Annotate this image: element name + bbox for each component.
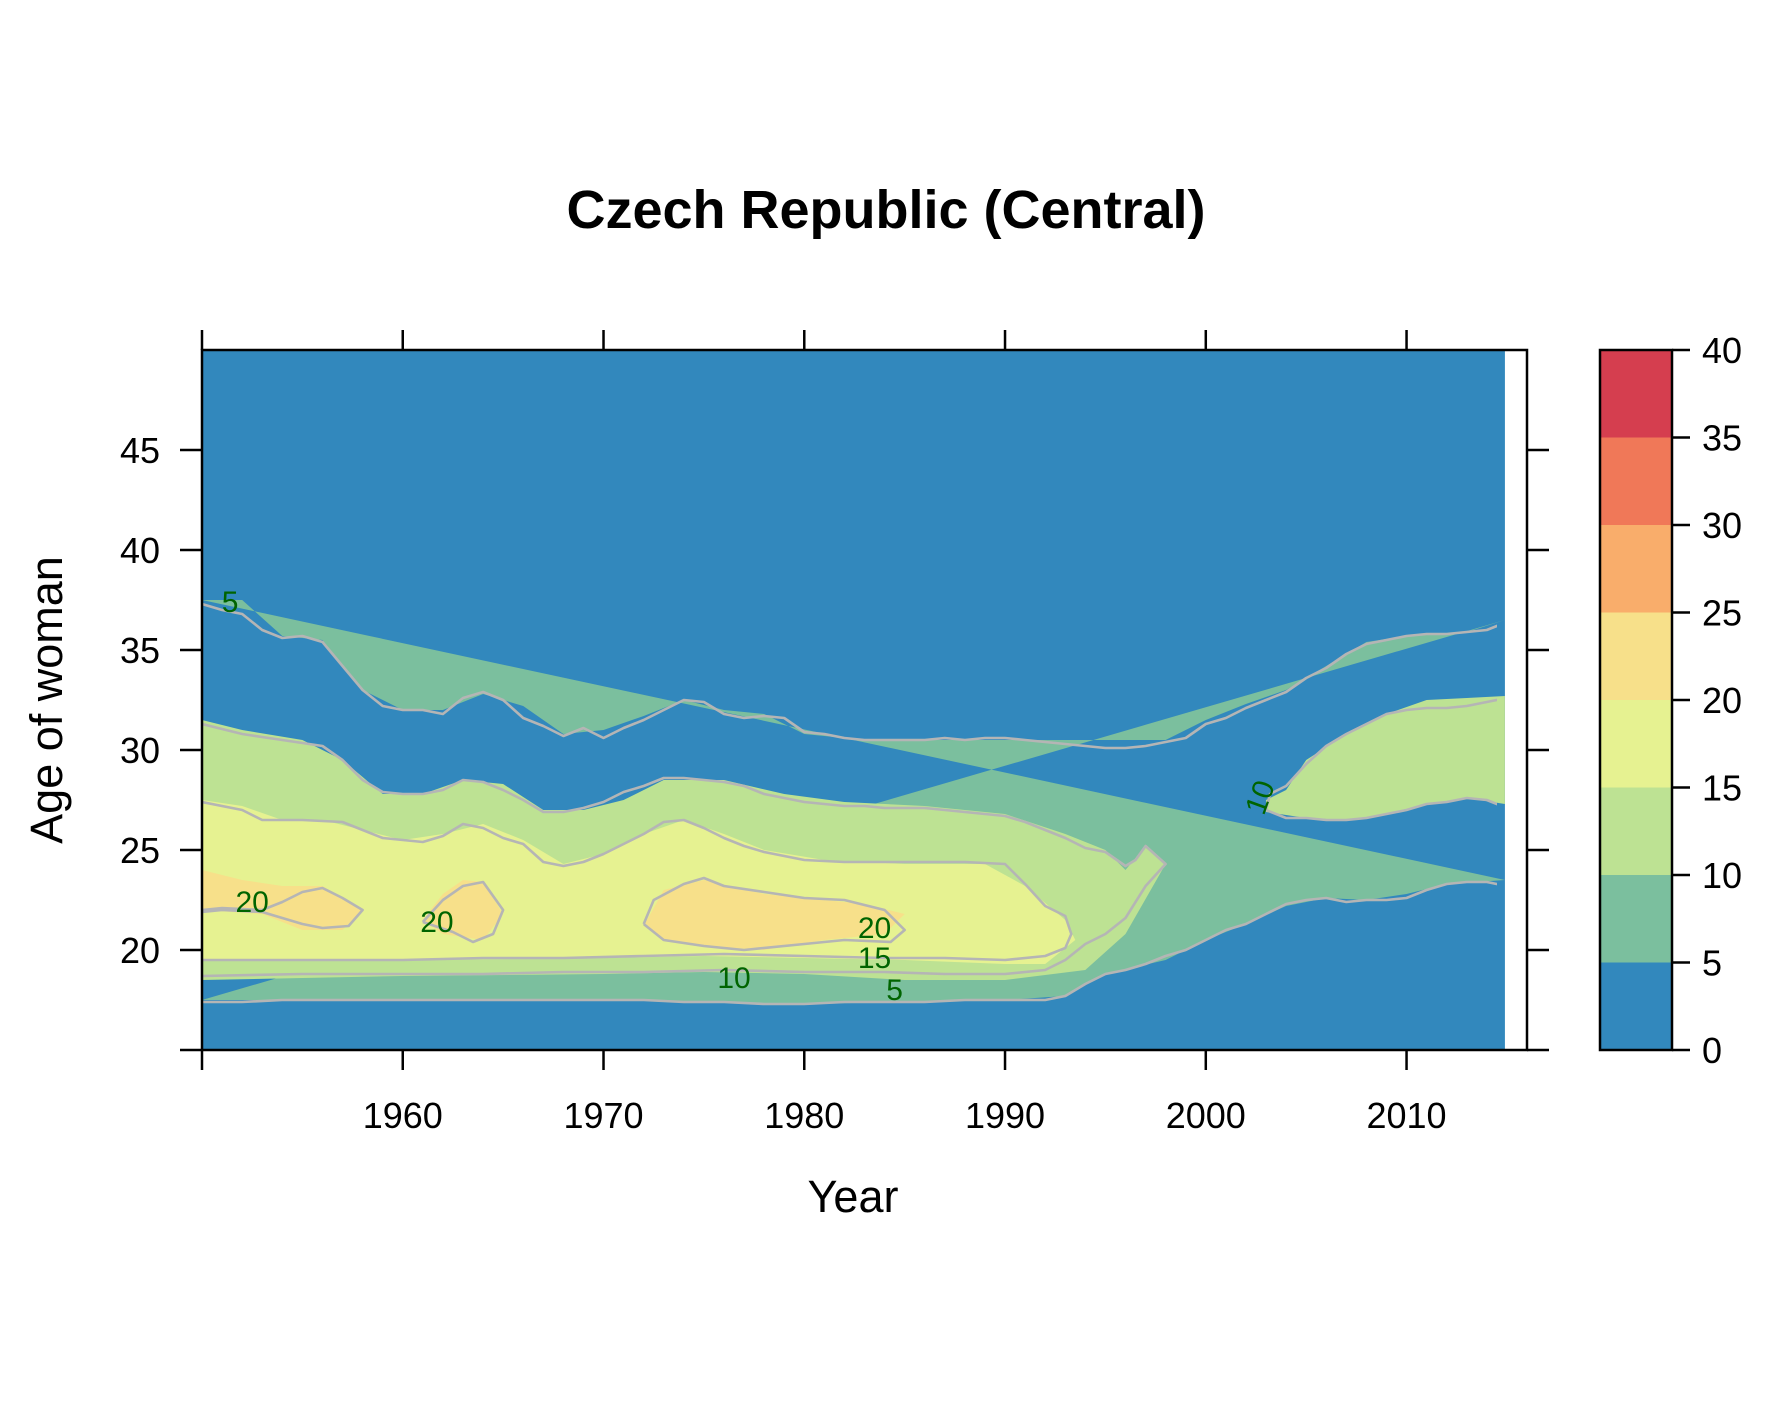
- band-level-4: [422, 880, 504, 940]
- legend-tick-label: 20: [1702, 680, 1742, 721]
- x-tick-label: 1960: [363, 1095, 443, 1136]
- y-axis: 20 25 30 35 40 45: [120, 430, 1549, 1052]
- y-tick-label: 30: [120, 730, 160, 771]
- legend-tick-label: 30: [1702, 505, 1742, 546]
- y-tick-label: 40: [120, 530, 160, 571]
- x-tick-label: 2000: [1166, 1095, 1246, 1136]
- x-tick-label: 1990: [965, 1095, 1045, 1136]
- plot-panel: [202, 350, 1505, 1050]
- legend-tick-label: 10: [1702, 855, 1742, 896]
- contour-line-15: [202, 800, 1073, 962]
- contour-label: 5: [222, 586, 239, 619]
- contour-label: 20: [420, 906, 453, 939]
- x-tick-label: 1970: [563, 1095, 643, 1136]
- x-axis: 1960 1970 1980 1990 2000 2010: [200, 330, 1447, 1136]
- y-axis-label: Age of woman: [21, 556, 72, 844]
- x-axis-label: Year: [808, 1171, 899, 1222]
- contour-label: 5: [886, 974, 903, 1007]
- legend-tick-label: 15: [1702, 768, 1742, 809]
- legend-tick-label: 40: [1702, 330, 1742, 371]
- legend-swatch: [1600, 612, 1672, 700]
- legend-tick-label: 5: [1702, 943, 1722, 984]
- y-tick-label: 35: [120, 630, 160, 671]
- legend-swatch: [1600, 525, 1672, 613]
- x-tick-label: 1980: [764, 1095, 844, 1136]
- contour-line-5: [202, 880, 1497, 1006]
- legend-tick-label: 0: [1702, 1030, 1722, 1071]
- legend-swatch: [1600, 875, 1672, 963]
- y-tick-label: 20: [120, 930, 160, 971]
- contour-label: 10: [717, 962, 750, 995]
- band-level-2: [1266, 696, 1505, 820]
- contour-line-20: [642, 876, 906, 952]
- band-level-4: [643, 880, 905, 950]
- y-tick-label: 25: [120, 830, 160, 871]
- chart-title: Czech Republic (Central): [566, 180, 1205, 240]
- contour-label: 15: [858, 942, 891, 975]
- legend-swatch: [1600, 700, 1672, 788]
- color-key-legend: 0 5 10 15 20 25 30 35 40: [1598, 330, 1742, 1071]
- contour-line-5: [202, 602, 1497, 750]
- band-level-4: [202, 870, 363, 930]
- contour-lines: [202, 602, 1497, 1006]
- legend-tick-label: 35: [1702, 418, 1742, 459]
- contour-line-10: [202, 722, 1167, 978]
- legend-swatch: [1600, 962, 1672, 1050]
- legend-swatch: [1600, 437, 1672, 525]
- legend-swatch: [1600, 350, 1672, 438]
- legend-tick-label: 25: [1702, 593, 1742, 634]
- contour-line-10: [1264, 698, 1497, 822]
- panel-border: [200, 348, 1529, 1052]
- contour-line-20: [421, 880, 505, 944]
- legend-swatch: [1600, 787, 1672, 875]
- y-tick-label: 45: [120, 430, 160, 471]
- contour-label: 20: [858, 912, 891, 945]
- contour-label: 20: [236, 886, 269, 919]
- x-tick-label: 2010: [1366, 1095, 1446, 1136]
- contour-line-20: [202, 886, 364, 930]
- band-level-1: [202, 600, 1505, 1004]
